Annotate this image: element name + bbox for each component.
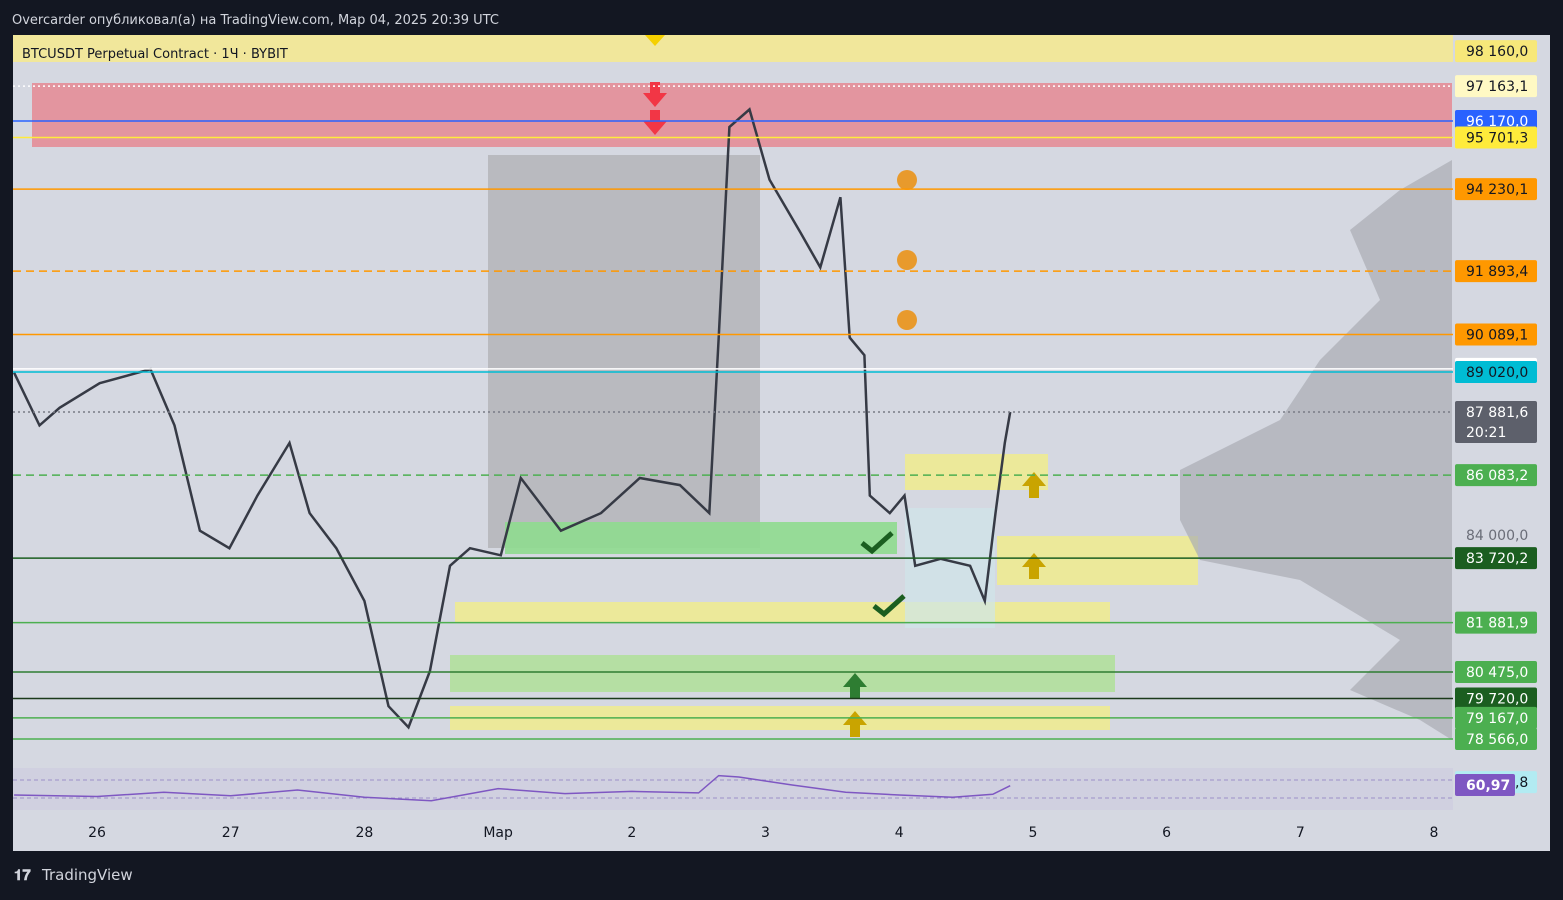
price-label-bg (1455, 260, 1537, 283)
x-tick-label: 7 (1296, 825, 1305, 841)
marker (645, 35, 665, 46)
price-label: 89 020,0 (1466, 365, 1528, 381)
price-label-bg (1455, 40, 1537, 63)
session-box (905, 508, 995, 628)
price-label-bg (1455, 361, 1537, 384)
price-label: 81 881,9 (1466, 616, 1528, 632)
price-label: 98 160,0 (1466, 44, 1528, 60)
price-label-bg (1455, 728, 1537, 751)
x-tick-label: 28 (355, 825, 373, 841)
price-label: 90 089,1 (1466, 327, 1528, 343)
price-label: 95 701,3 (1466, 130, 1528, 146)
price-label-bg (1455, 400, 1537, 443)
symbol: BTCUSDT Perpetual Contract · 1Ч · BYBIT (22, 47, 288, 62)
price-label-bg (1455, 178, 1537, 201)
volume-profile (1180, 160, 1452, 740)
price-label: 97 163,1 (1466, 79, 1528, 95)
price-label: 91 893,4 (1466, 264, 1528, 280)
check (872, 594, 906, 618)
rsi-line (14, 774, 1011, 802)
x-tick-label: 5 (1028, 825, 1037, 841)
x-tick-label: 26 (88, 825, 106, 841)
rsi-label: 60,97 (1466, 778, 1510, 794)
price-label: 78 566,0 (1466, 732, 1528, 748)
price-label-bg (1455, 126, 1537, 149)
price-label-bg (1455, 464, 1537, 487)
price-label-bg (1455, 706, 1537, 729)
price-label: 94 230,1 (1466, 182, 1528, 198)
price-label-bg (1455, 687, 1537, 710)
header-title: Overcarder опубликовал(а) на TradingView… (12, 13, 499, 28)
rsi-label-bg (1455, 774, 1515, 796)
price-label-bg (1455, 611, 1537, 634)
zone-green (505, 522, 897, 554)
money-bag (897, 170, 917, 330)
logo: 𝟏𝟕 (14, 866, 31, 884)
price-label: 86 083,2 (1466, 468, 1528, 484)
price-label: 80 475,0 (1466, 665, 1528, 681)
price-label: 87 881,6 (1466, 405, 1528, 421)
arrow-down (643, 82, 667, 135)
x-tick-label: 2 (627, 825, 636, 841)
footer (0, 852, 1563, 896)
x-tick-label: 3 (761, 825, 770, 841)
rsi-pane (13, 768, 1453, 810)
brand: TradingView (41, 866, 133, 884)
x-tick-label: Мар (483, 825, 513, 841)
price-label: 83 720,2 (1466, 551, 1528, 567)
range-box (488, 155, 760, 548)
zone-yellow (997, 536, 1198, 585)
x-tick-label: 8 (1430, 825, 1439, 841)
price-label-bg (1455, 660, 1537, 683)
check (860, 531, 894, 555)
price-label-bg (1455, 323, 1537, 346)
price-label-time: 20:21 (1466, 425, 1506, 441)
x-tick-label: 27 (222, 825, 240, 841)
zone-yellow (455, 602, 1110, 622)
x-tick-label: 4 (895, 825, 904, 841)
price-label: 79 720,0 (1466, 691, 1528, 707)
price-label-bg (1455, 547, 1537, 570)
zone-top (13, 35, 1453, 62)
axis-tick-label: 84 000,0 (1466, 528, 1528, 544)
x-tick-label: 6 (1162, 825, 1171, 841)
price-label: 79 167,0 (1466, 711, 1528, 727)
price-label-bg (1455, 75, 1537, 98)
price-line (12, 107, 1012, 730)
zone-green (450, 655, 1115, 692)
price-label: 96 170,0 (1466, 114, 1528, 130)
